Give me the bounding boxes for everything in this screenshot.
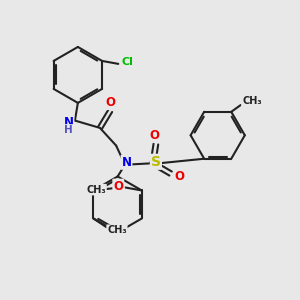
Text: N: N [122,156,131,169]
Text: CH₃: CH₃ [86,184,106,195]
Text: N: N [63,116,74,128]
Text: O: O [106,96,116,109]
Text: H: H [64,125,73,135]
Text: S: S [151,155,161,169]
Text: O: O [113,180,123,193]
Text: O: O [149,129,159,142]
Text: Cl: Cl [122,57,134,68]
Text: O: O [174,170,184,183]
Text: CH₃: CH₃ [107,225,127,235]
Text: CH₃: CH₃ [242,96,262,106]
